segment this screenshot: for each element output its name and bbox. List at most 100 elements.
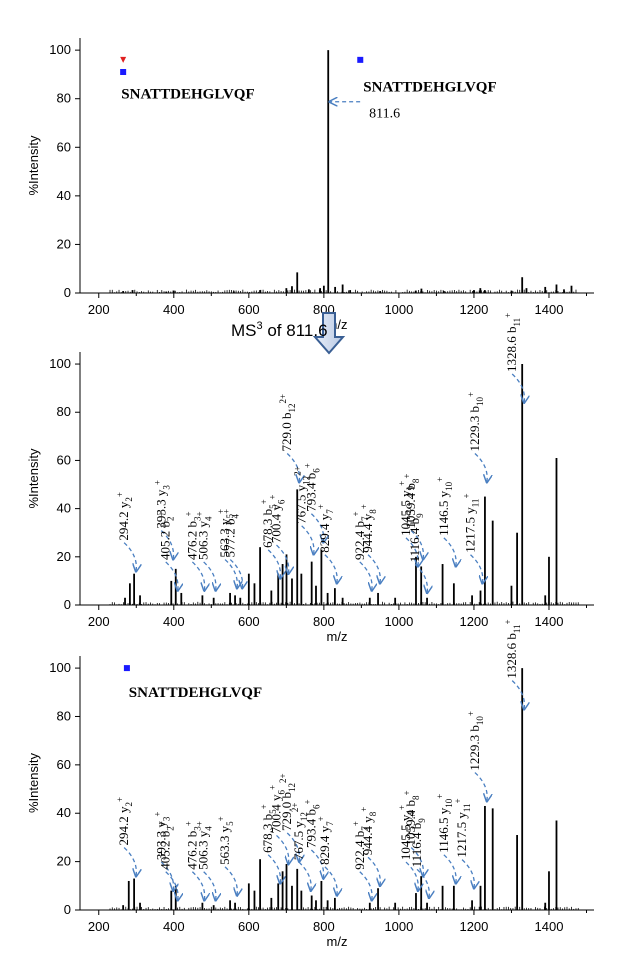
fragment-annotations: 294.2 y2+ 393.3 y3+405.2 b2+ 476.2 b3+506.… bbox=[115, 313, 524, 593]
fragment-label: 1217.5 y11+ bbox=[453, 798, 472, 857]
x-tick-label: 1400 bbox=[535, 919, 564, 934]
y-tick-label: 0 bbox=[64, 285, 71, 300]
noise-peaks bbox=[109, 289, 579, 293]
fragment-arrow bbox=[474, 453, 487, 482]
y-tick-label: 100 bbox=[49, 42, 71, 57]
fragment-label: 944.4 y8+ bbox=[359, 807, 378, 856]
fragment-arrow bbox=[443, 537, 456, 566]
red-triangle-icon bbox=[120, 56, 127, 63]
fragment-arrow bbox=[511, 373, 524, 402]
blue-square-icon bbox=[357, 56, 364, 63]
y-tick-label: 0 bbox=[64, 902, 71, 917]
x-tick-label: 200 bbox=[88, 614, 110, 629]
fragment-arrow bbox=[367, 856, 380, 885]
y-axis-label: %Intensity bbox=[26, 135, 41, 195]
noise-peaks bbox=[109, 601, 579, 605]
fragment-arrow bbox=[165, 561, 178, 590]
noise-peaks bbox=[109, 906, 579, 910]
fragment-arrow bbox=[410, 847, 423, 876]
x-axis-label: m/z bbox=[327, 934, 348, 949]
fragment-label: 1116.4 b9+ bbox=[408, 813, 427, 867]
fragment-arrow bbox=[276, 544, 289, 573]
fragment-arrow bbox=[224, 866, 237, 895]
x-tick-label: 200 bbox=[88, 302, 110, 317]
fragment-label: 563.3 y5+ bbox=[216, 509, 235, 558]
ms3-down-arrow-icon bbox=[312, 312, 346, 355]
fragment-arrow bbox=[276, 834, 289, 863]
fragment-arrow bbox=[410, 530, 423, 559]
fragment-arrow bbox=[310, 849, 323, 878]
y-tick-label: 100 bbox=[49, 356, 71, 371]
peptide-sequence-label: SNATTDEHGLVQF bbox=[363, 79, 496, 95]
fragment-arrow bbox=[267, 549, 280, 578]
fragment-label: 1045.5 y9+ bbox=[397, 805, 416, 860]
fragment-label: 922.4 b7+ bbox=[351, 821, 370, 870]
fragment-arrow bbox=[416, 868, 429, 897]
fragment-arrow bbox=[405, 537, 418, 566]
x-tick-label: 1200 bbox=[459, 302, 488, 317]
x-tick-label: 1400 bbox=[535, 614, 564, 629]
peptide-sequence-label: SNATTDEHGLVQF bbox=[121, 87, 254, 103]
x-tick-label: 800 bbox=[313, 919, 335, 934]
fragment-label: 767.5 y122+ bbox=[293, 466, 312, 524]
fragment-label: 767.5 y122+ bbox=[290, 802, 309, 860]
fragment-label: 678.3 b5+ bbox=[259, 499, 278, 548]
fragment-arrow bbox=[191, 561, 204, 590]
x-tick-label: 600 bbox=[238, 302, 260, 317]
fragment-arrow bbox=[324, 554, 337, 583]
x-tick-label: 1000 bbox=[384, 302, 413, 317]
fragment-label: 393.3 y3+ bbox=[152, 811, 171, 860]
fragment-label: 577.2 b4+ bbox=[221, 509, 240, 558]
x-tick-label: 400 bbox=[163, 614, 185, 629]
fragment-label: 700.4 y6+ bbox=[268, 785, 287, 834]
fragment-label: 700.4 y6+ bbox=[268, 495, 287, 544]
fragment-label: 922.4 b7+ bbox=[351, 511, 370, 560]
fragment-arrow bbox=[511, 680, 524, 709]
fragment-arrow bbox=[298, 861, 311, 890]
fragment-arrow bbox=[324, 866, 337, 895]
ms3-transition: MS3 of 811.6 bbox=[231, 312, 346, 355]
fragment-label: 1116.4 b9+ bbox=[406, 508, 425, 562]
fragment-arrow bbox=[286, 453, 299, 482]
y-tick-label: 40 bbox=[57, 501, 71, 516]
fragment-arrow bbox=[229, 559, 242, 588]
fragment-arrow bbox=[286, 832, 299, 861]
fragment-label: 1328.6 b11+ bbox=[503, 619, 522, 678]
fragment-arrow bbox=[443, 854, 456, 883]
fragment-arrow bbox=[470, 554, 483, 583]
fragment-label: 793.4 b6+ bbox=[302, 799, 321, 848]
fragment-arrow bbox=[359, 561, 372, 590]
x-tick-label: 600 bbox=[238, 614, 260, 629]
y-tick-label: 20 bbox=[57, 236, 71, 251]
peptide-sequence-label: SNATTDEHGLVQF bbox=[129, 685, 262, 701]
fragment-label: 1146.5 y10+ bbox=[435, 477, 454, 536]
x-tick-label: 1400 bbox=[535, 302, 564, 317]
fragment-arrow bbox=[414, 563, 427, 592]
x-tick-label: 800 bbox=[313, 614, 335, 629]
y-tick-label: 20 bbox=[57, 854, 71, 869]
fragment-arrow bbox=[123, 542, 136, 571]
y-tick-label: 80 bbox=[57, 708, 71, 723]
precursor-mz-label: 811.6 bbox=[369, 107, 400, 122]
fragment-label: 563.3 y5+ bbox=[216, 816, 235, 865]
x-tick-label: 1000 bbox=[384, 614, 413, 629]
x-tick-label: 600 bbox=[238, 919, 260, 934]
x-axis-label: m/z bbox=[327, 629, 348, 644]
fragment-arrow bbox=[123, 847, 136, 876]
y-tick-label: 60 bbox=[57, 757, 71, 772]
fragment-label: 1059.4 b8+ bbox=[402, 474, 421, 529]
y-tick-label: 40 bbox=[57, 805, 71, 820]
spectrum-panel-reference: 0 20 40 60 80 100 200 400 600 800 1000 1200 1400 m/z%… bbox=[26, 619, 594, 949]
y-tick-label: 80 bbox=[57, 91, 71, 106]
x-tick-label: 1200 bbox=[459, 614, 488, 629]
fragment-label: 1229.3 b10+ bbox=[466, 392, 485, 452]
fragment-label: 1059.4 b8+ bbox=[402, 790, 421, 845]
fragment-label: 393.3 y3+ bbox=[152, 480, 171, 529]
fragment-arrow bbox=[160, 530, 173, 559]
fragment-label: 793.4 b6+ bbox=[302, 463, 321, 512]
fragment-arrow bbox=[405, 861, 418, 890]
fragment-arrow bbox=[267, 854, 280, 883]
fragment-label: 405.2 b2+ bbox=[157, 821, 176, 870]
spectrum-panel-ms3: 0 20 40 60 80 100 200 400 600 800 1000 1200 1400 m/z%… bbox=[26, 313, 594, 644]
fragment-annotations: 294.2 y2+ 393.3 y3+405.2 b2+ 476.2 b3+506.… bbox=[115, 619, 524, 899]
